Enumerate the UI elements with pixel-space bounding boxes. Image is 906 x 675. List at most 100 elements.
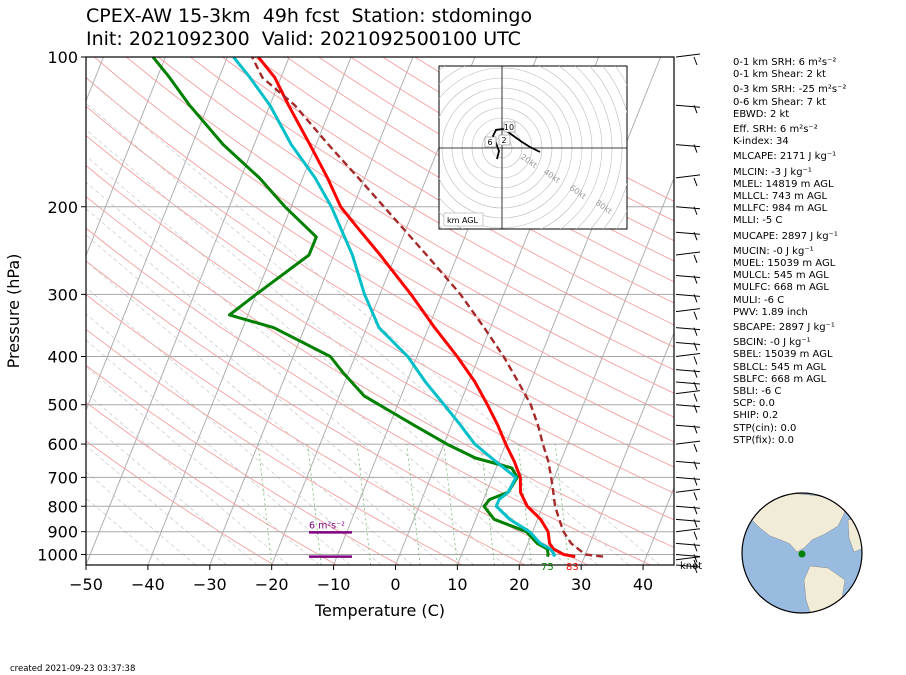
isotherm-line [580,331,674,565]
wind-barb-flag [693,531,698,540]
wind-barb-flag [693,425,698,434]
wind-barb [675,104,701,108]
wind-barb [675,460,701,464]
x-tick-label: 10 [447,575,467,594]
y-axis-label: Pressure (hPa) [4,254,23,369]
x-tick-label: −10 [317,575,351,594]
wind-barb-flag [693,327,698,336]
dry-adiabat [190,57,674,348]
wind-barb [675,275,701,279]
x-tick-label: −20 [255,575,289,594]
wind-barb [675,144,701,148]
hodograph-height-box [503,121,516,133]
srh-bar-label: 6 m²s⁻² [309,520,345,531]
globe-outline [741,492,863,614]
x-axis-label: Temperature (C) [314,601,445,620]
x-tick-label: −40 [131,575,165,594]
y-tick-label: 100 [47,48,78,67]
hodograph-trace [492,128,541,160]
dry-adiabat [86,294,526,565]
wind-barb [675,564,701,568]
wind-barb [675,342,701,346]
wind-barb-flag [693,311,698,320]
wind-barb [675,206,701,210]
stat-line: SBCIN: -0 J kg⁻¹ [733,337,811,349]
wind-barb [675,528,701,533]
y-tick-label: 900 [47,523,78,542]
stat-line: MULCL: 545 m AGL [733,270,829,282]
location-globe [741,492,863,614]
isotherm-line [147,57,352,565]
stat-line: MLCAPE: 2171 J kg⁻¹ [733,151,837,163]
wind-barb [675,231,701,235]
wind-barb-flag [693,177,698,187]
stat-line: MLLCL: 743 m AGL [733,191,828,203]
stat-line: EBWD: 2 kt [733,108,790,120]
stat-line: SBLFC: 668 m AGL [733,373,827,385]
wind-barb [675,518,701,522]
surface-temperature-label: 83 [566,562,579,573]
wind-barb-flag [693,492,698,501]
wind-barb-flag [693,443,698,453]
wind-barb-flag [693,519,698,528]
y-axis-ticks: 100 200 300 400 500 600 700 800 900 1000 [37,48,86,564]
dry-adiabat [86,401,337,565]
stat-line: MLLFC: 984 m AGL [733,203,828,215]
isotherm-line [518,176,674,565]
wind-barb-flag [693,105,698,114]
x-tick-label: 30 [571,575,591,594]
x-tick-label: 40 [633,575,653,594]
wind-barb [675,308,701,313]
srh-bars: 6 m²s⁻² [309,520,352,558]
wind-barb-flag [693,461,698,470]
x-axis-ticks: −50 −40 −30 −20 −10 0 10 20 30 40 [69,565,653,594]
wind-barb-flag [693,342,698,351]
dry-adiabat [86,440,275,565]
wind-barb-flag [693,232,698,241]
y-tick-label: 300 [47,285,78,304]
stat-line: Eff. SRH: 6 m²s⁻² [733,124,818,136]
hodograph-height-marker: 6 [487,138,492,147]
mixing-ratio-line [257,444,273,565]
stat-line: STP(fix): 0.0 [733,434,794,446]
wind-barb-flag [693,404,698,413]
wind-barb-flag [693,356,698,365]
x-tick-label: −30 [193,575,227,594]
wind-barb-flag [693,554,698,563]
dry-adiabat [254,57,674,304]
dry-adiabat [86,134,674,494]
dry-adiabat [158,57,674,371]
wind-barb-flag [693,393,698,402]
parcel-profile [251,57,604,558]
hodograph-legend-box [443,212,484,227]
wind-barb-flag [693,144,698,153]
stat-line: MULI: -6 C [733,294,785,306]
stat-line: STP(cin): 0.0 [733,422,797,434]
stat-line: 0-1 km SRH: 6 m²s⁻² [733,57,837,68]
wind-barb [675,53,701,58]
stat-line: SHIP: 0.2 [733,410,779,422]
wind-barb [675,505,701,509]
dry-adiabat [86,196,674,548]
mixing-ratio-line [443,444,458,565]
dry-adiabat [286,57,674,283]
hodograph-height-box [484,136,497,148]
wind-barb [675,440,701,445]
hodograph-height-marker: 10 [504,123,514,132]
stat-line: SBLI: -6 C [733,386,782,398]
stat-line: MLCIN: -3 J kg⁻¹ [733,166,812,178]
x-tick-label: 20 [509,575,529,594]
y-tick-label: 700 [47,468,78,487]
surface-dewpoint-label: 75 [541,562,554,573]
wind-barb-flag [693,564,698,574]
stat-line: 0-3 km SRH: -25 m²s⁻² [733,84,847,96]
wind-barb [675,381,701,385]
mixing-ratio-line [356,444,372,565]
dry-adiabat [222,57,674,326]
mixing-ratio-line [307,444,322,565]
mixing-ratio-line [406,444,421,565]
stat-line: 0-1 km Shear: 2 kt [733,69,826,81]
wind-barbs [675,53,701,574]
